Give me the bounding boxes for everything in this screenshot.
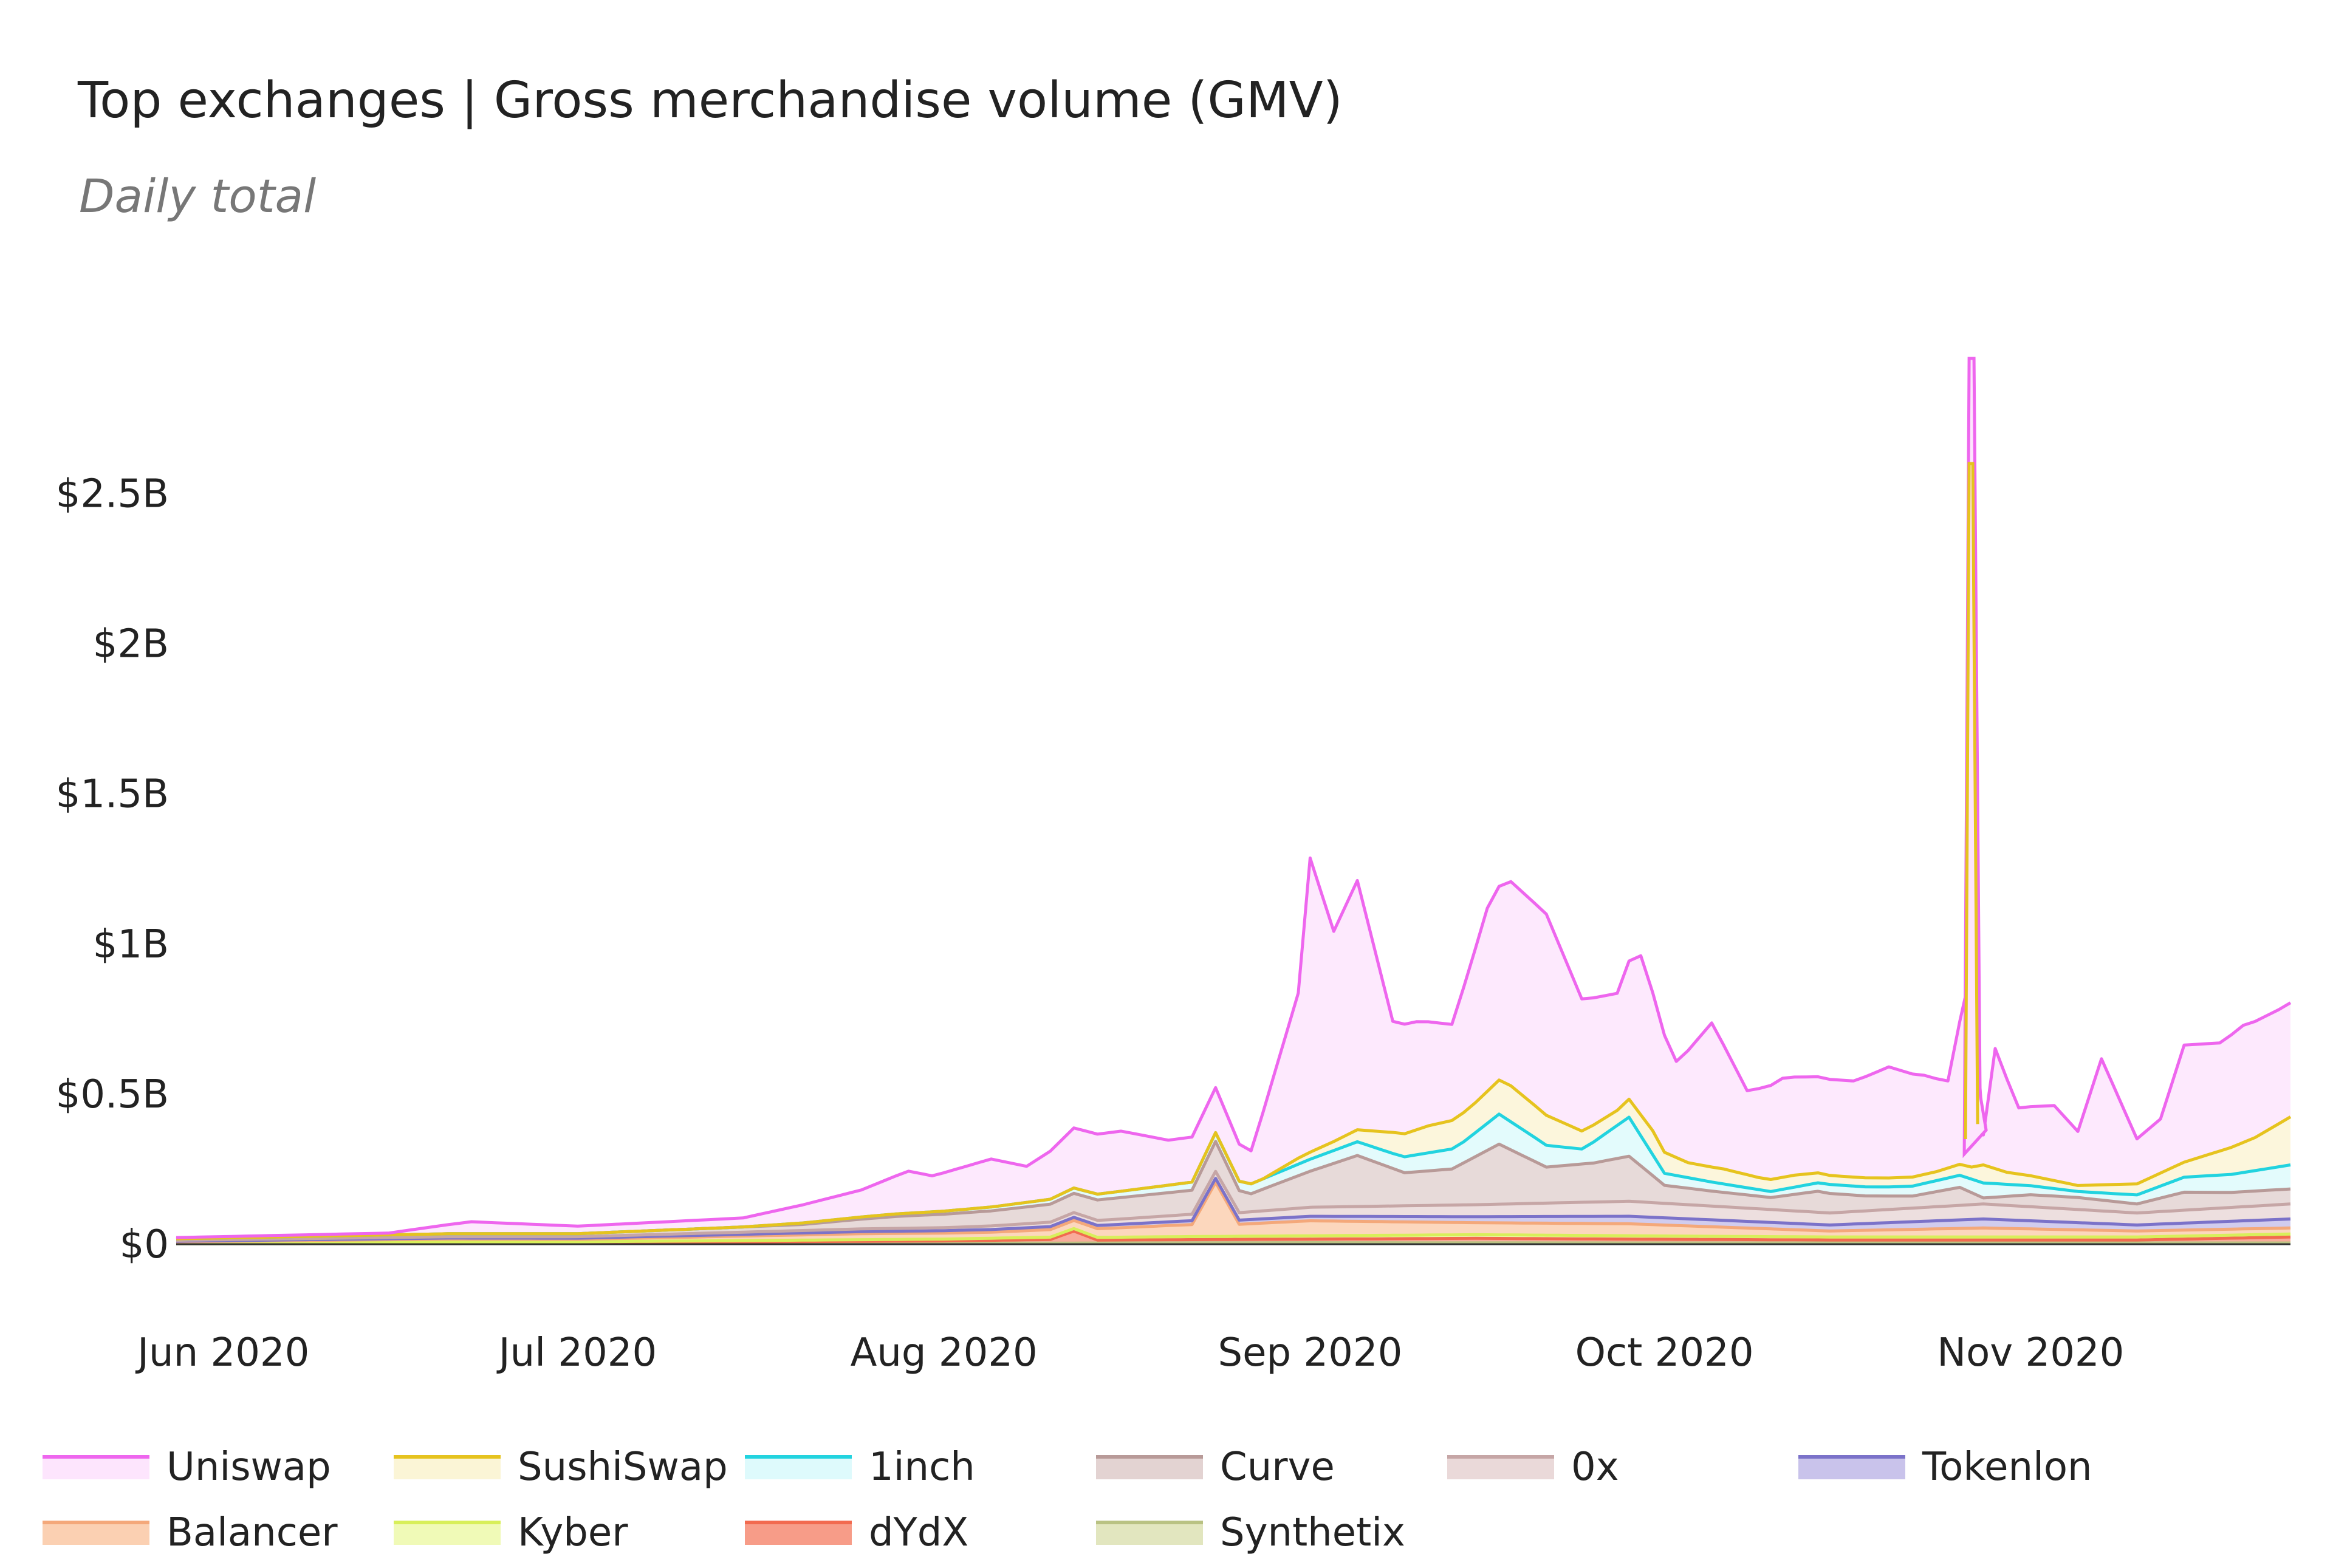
- y-tick-label: $1B: [93, 922, 169, 967]
- legend-swatch: [394, 1521, 501, 1545]
- line-uniswap: [176, 856, 2292, 1239]
- series-lines: [176, 357, 2292, 1245]
- legend-swatch: [43, 1521, 149, 1545]
- sushiswap-spike: [1964, 462, 1979, 1140]
- legend-item-1inch: 1inch: [745, 1440, 975, 1494]
- chart-title: Top exchanges | Gross merchandise volume…: [78, 72, 1343, 129]
- x-tick-label: Jun 2020: [135, 1330, 309, 1375]
- chart-subtitle: Daily total: [79, 169, 317, 223]
- legend-label: SushiSwap: [518, 1445, 728, 1490]
- x-tick-label: Sep 2020: [1218, 1330, 1402, 1375]
- legend-item-dydx: dYdX: [745, 1505, 968, 1560]
- y-tick-label: $0.5B: [56, 1072, 169, 1117]
- x-axis: Jun 2020 Jul 2020 Aug 2020 Sep 2020 Oct 2020…: [135, 1330, 2124, 1375]
- area-0x: [176, 1171, 2290, 1242]
- stacked-area-chart: $0 $0.5B $1B $1.5B $2B $2.5B Jun 2020 Jul 2020…: [56, 357, 2292, 1375]
- area-curve: [176, 1141, 2290, 1241]
- legend-swatch: [1447, 1455, 1554, 1479]
- legend-swatch: [1096, 1521, 1203, 1545]
- legend-item-tokenlon: Tokenlon: [1798, 1440, 2092, 1494]
- area-uniswap: [176, 858, 2290, 1239]
- legend-swatch: [745, 1455, 852, 1479]
- legend-swatch: [394, 1455, 501, 1479]
- line-sushiswap: [176, 1078, 2292, 1241]
- legend-swatch: [43, 1455, 149, 1479]
- y-tick-label: $0: [120, 1222, 169, 1267]
- legend-label: dYdX: [869, 1510, 969, 1555]
- legend-label: Tokenlon: [1922, 1445, 2092, 1490]
- legend-label: 1inch: [869, 1445, 975, 1490]
- line-0x: [176, 1169, 2291, 1242]
- legend-label: 0x: [1571, 1445, 1619, 1490]
- legend-item-sushiswap: SushiSwap: [394, 1440, 728, 1494]
- x-tick-label: Nov 2020: [1937, 1330, 2124, 1375]
- x-tick-label: Jul 2020: [496, 1330, 657, 1375]
- legend-swatch: [1096, 1455, 1203, 1479]
- y-axis: $0 $0.5B $1B $1.5B $2B $2.5B: [56, 471, 169, 1267]
- legend-label: Kyber: [518, 1510, 628, 1555]
- x-tick-label: Oct 2020: [1575, 1330, 1754, 1375]
- legend-item-synthetix: Synthetix: [1096, 1505, 1405, 1560]
- legend-item-kyber: Kyber: [394, 1505, 628, 1560]
- line-kyber: [176, 1227, 2291, 1244]
- y-tick-label: $1.5B: [56, 772, 169, 817]
- legend-label: Synthetix: [1220, 1510, 1405, 1555]
- y-tick-label: $2.5B: [56, 471, 169, 516]
- y-tick-label: $2B: [93, 622, 169, 667]
- legend-item-uniswap: Uniswap: [43, 1440, 331, 1494]
- legend-item-0x: 0x: [1447, 1440, 1619, 1494]
- legend-item-balancer: Balancer: [43, 1505, 338, 1560]
- legend-swatch: [1798, 1455, 1905, 1479]
- legend-label: Balancer: [166, 1510, 338, 1555]
- x-tick-label: Aug 2020: [851, 1330, 1038, 1375]
- legend-label: Curve: [1220, 1445, 1335, 1490]
- legend-item-curve: Curve: [1096, 1440, 1335, 1494]
- legend-label: Uniswap: [166, 1445, 331, 1490]
- legend-swatch: [745, 1521, 852, 1545]
